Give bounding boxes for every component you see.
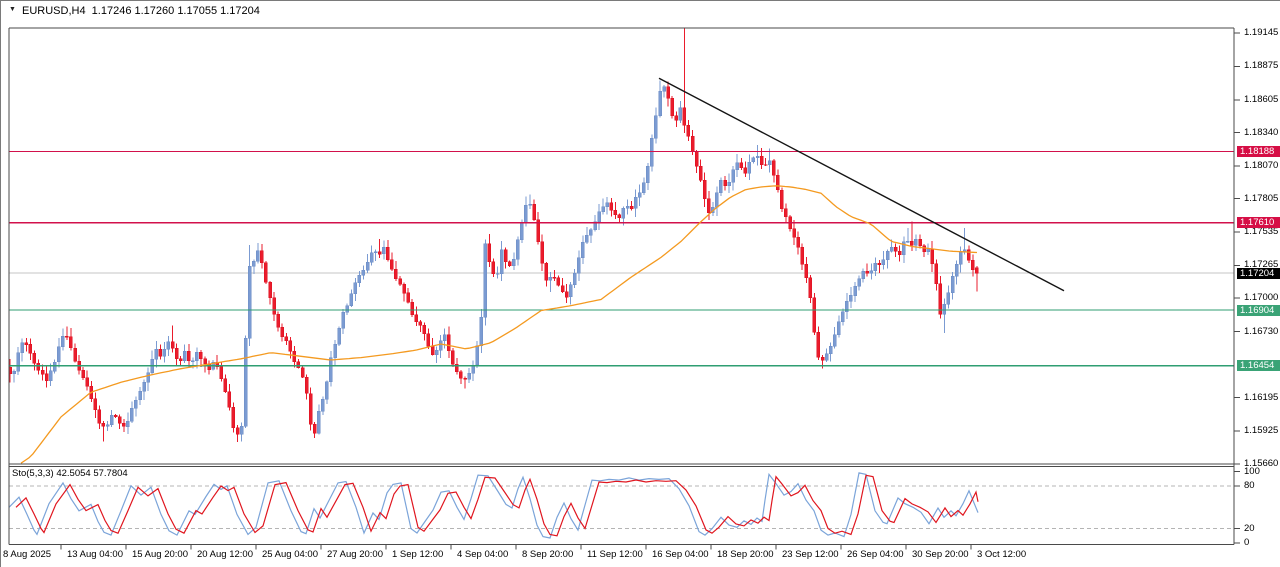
price-axis-label: 1.16730 — [1244, 325, 1279, 337]
price-axis-label: 1.18070 — [1244, 159, 1279, 171]
time-axis-label: 23 Sep 12:00 — [782, 549, 839, 560]
level-price-badge: 1.17610 — [1237, 217, 1280, 229]
indicator-scale-label: 100 — [1244, 465, 1260, 477]
time-axis-label: 26 Sep 04:00 — [847, 549, 904, 560]
current-price-badge: 1.17204 — [1237, 267, 1280, 279]
price-axis-label: 1.17535 — [1244, 226, 1279, 238]
indicator-scale-label: 80 — [1244, 479, 1255, 491]
time-axis-label: 8 Sep 20:00 — [522, 549, 574, 560]
price-axis-label: 1.18875 — [1244, 60, 1279, 72]
time-axis-label: 18 Sep 20:00 — [717, 549, 774, 560]
price-axis-label: 1.17265 — [1244, 259, 1279, 271]
price-axis-label: 1.15660 — [1244, 457, 1279, 469]
time-axis-label: 11 Sep 12:00 — [587, 549, 643, 560]
time-axis-label: 20 Aug 12:00 — [197, 549, 253, 560]
level-price-badge: 1.18188 — [1237, 145, 1280, 157]
time-axis-label: 16 Sep 04:00 — [652, 549, 709, 560]
time-axis-label: 3 Oct 12:00 — [977, 549, 1027, 560]
level-price-badge: 1.16454 — [1237, 360, 1280, 372]
time-axis-label: 8 Aug 2025 — [3, 549, 52, 560]
time-axis-label: 4 Sep 04:00 — [457, 549, 509, 560]
time-axis-label: 30 Sep 20:00 — [912, 549, 969, 560]
time-axis-label: 13 Aug 04:00 — [67, 549, 123, 560]
price-axis-label: 1.17000 — [1244, 292, 1279, 304]
price-axis-label: 1.18340 — [1244, 126, 1279, 138]
price-axis-label: 1.16195 — [1244, 391, 1279, 403]
price-axis-label: 1.19145 — [1244, 27, 1279, 39]
stochastic-label: Sto(5,3,3) 42.5054 57.7804 — [12, 468, 128, 479]
symbol-dropdown-icon[interactable]: ▼ — [9, 6, 16, 13]
price-axis-label: 1.18605 — [1244, 93, 1279, 105]
price-axis-label: 1.17805 — [1244, 192, 1279, 204]
time-axis-label: 1 Sep 12:00 — [392, 549, 444, 560]
time-axis-label: 25 Aug 04:00 — [262, 549, 318, 560]
price-axis-label: 1.15925 — [1244, 425, 1279, 437]
time-axis-label: 27 Aug 20:00 — [327, 549, 383, 560]
time-axis-label: 15 Aug 20:00 — [132, 549, 188, 560]
chart-title: EURUSD,H4 1.17246 1.17260 1.17055 1.1720… — [22, 5, 260, 17]
indicator-scale-label: 20 — [1244, 522, 1255, 534]
indicator-scale-label: 0 — [1244, 537, 1250, 548]
level-price-badge: 1.16904 — [1237, 304, 1280, 316]
